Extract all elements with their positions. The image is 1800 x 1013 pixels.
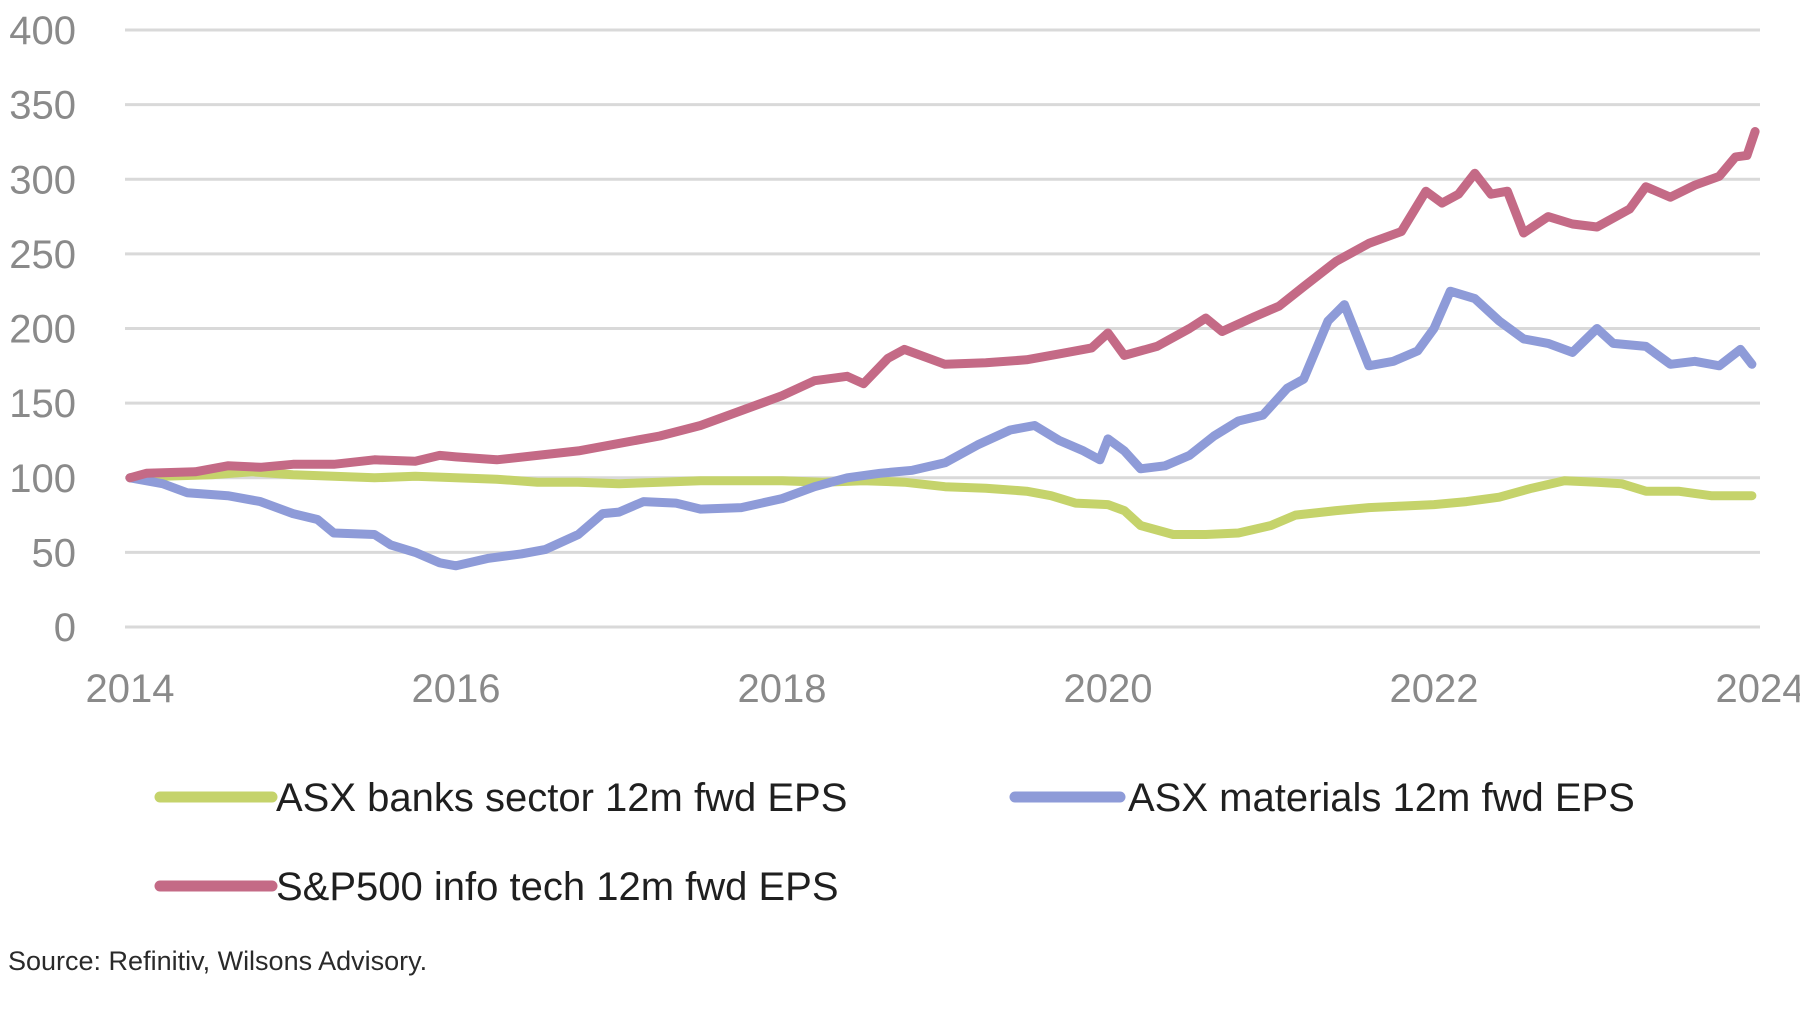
y-tick-label: 300 <box>9 158 76 202</box>
legend: ASX banks sector 12m fwd EPS ASX materia… <box>154 776 1635 909</box>
x-tick-label: 2022 <box>1390 667 1479 711</box>
series-lines <box>125 127 1760 571</box>
series-line-infotech <box>125 127 1760 483</box>
legend-item-infotech: S&P500 info tech 12m fwd EPS <box>154 865 839 909</box>
y-tick-label: 200 <box>9 308 76 352</box>
legend-label-banks: ASX banks sector 12m fwd EPS <box>276 776 847 820</box>
x-tick-label: 2016 <box>412 667 501 711</box>
y-tick-label: 150 <box>9 382 76 426</box>
series-line-materials <box>125 286 1757 571</box>
legend-item-materials: ASX materials 12m fwd EPS <box>1009 776 1635 820</box>
x-tick-label: 2018 <box>738 667 827 711</box>
legend-item-banks: ASX banks sector 12m fwd EPS <box>154 776 847 820</box>
x-axis-ticks: 2014 2016 2018 2020 2022 2024 <box>86 667 1800 711</box>
series-line-banks <box>125 467 1757 539</box>
y-tick-label: 250 <box>9 233 76 277</box>
y-tick-label: 100 <box>9 457 76 501</box>
source-note: Source: Refinitiv, Wilsons Advisory. <box>8 946 427 976</box>
x-tick-label: 2024 <box>1716 667 1800 711</box>
y-tick-label: 50 <box>32 531 77 575</box>
y-tick-label: 400 <box>9 9 76 53</box>
y-tick-label: 350 <box>9 84 76 128</box>
legend-label-materials: ASX materials 12m fwd EPS <box>1128 776 1635 820</box>
y-axis-ticks: 0 50 100 150 200 250 300 350 400 <box>9 9 76 650</box>
legend-label-infotech: S&P500 info tech 12m fwd EPS <box>276 865 839 909</box>
y-tick-label: 0 <box>54 606 76 650</box>
x-tick-label: 2014 <box>86 667 175 711</box>
x-tick-label: 2020 <box>1064 667 1153 711</box>
